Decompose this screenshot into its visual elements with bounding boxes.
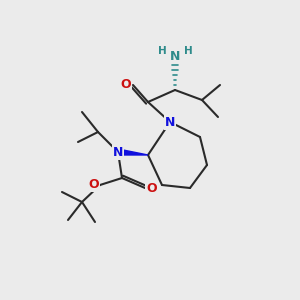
Text: N: N bbox=[170, 50, 180, 62]
Text: O: O bbox=[120, 79, 131, 92]
Text: N: N bbox=[113, 146, 123, 158]
Polygon shape bbox=[118, 149, 148, 155]
Text: N: N bbox=[165, 116, 175, 128]
Text: H: H bbox=[184, 46, 192, 56]
Text: O: O bbox=[146, 182, 157, 194]
Text: O: O bbox=[88, 178, 99, 191]
Text: H: H bbox=[158, 46, 166, 56]
